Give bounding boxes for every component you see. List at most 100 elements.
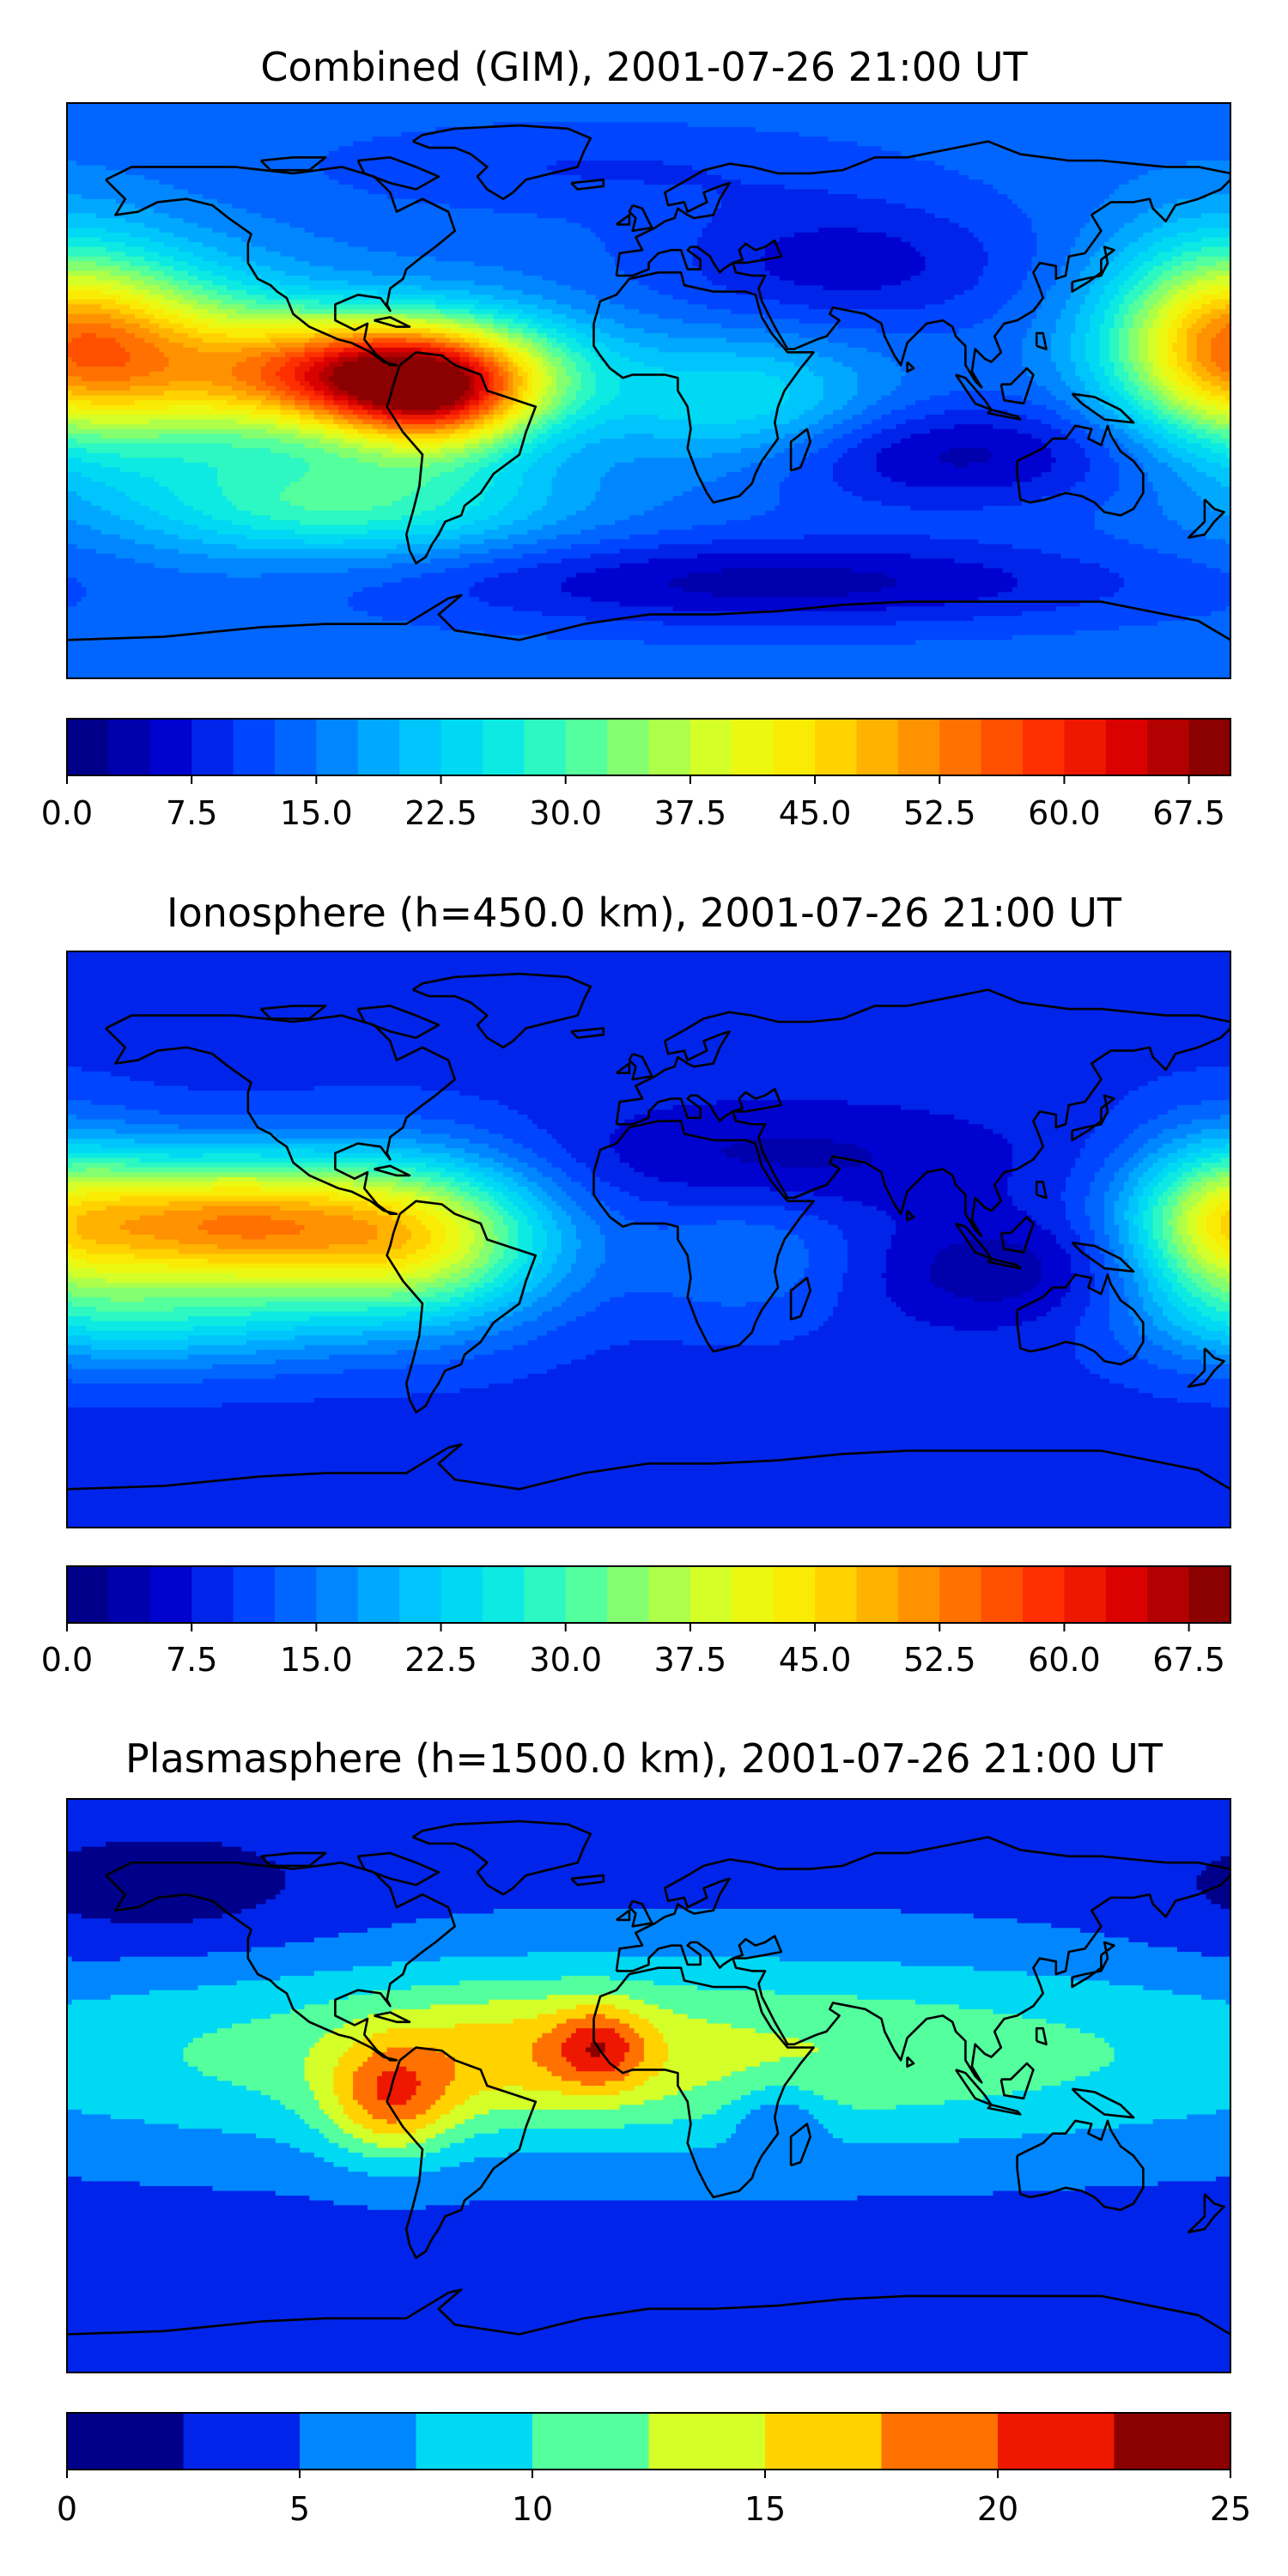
colorbar-tick-label: 52.5 xyxy=(903,794,976,832)
colorbar-tick-label: 52.5 xyxy=(903,1641,976,1679)
coastline xyxy=(999,2062,1035,2100)
chart-plasmasphere: 0 5 10 15 20 25 xyxy=(57,1798,1251,2528)
colorbar-segment xyxy=(1105,1566,1148,1623)
coastline xyxy=(1035,2026,1048,2046)
colorbar-segment xyxy=(1023,1566,1066,1623)
coastline xyxy=(906,361,915,373)
coastline xyxy=(105,1861,456,2062)
coastline xyxy=(789,428,811,472)
colorbar-segment xyxy=(607,1566,650,1623)
coastline xyxy=(356,156,440,191)
coastline xyxy=(789,1276,811,1321)
colorbar-tick-label: 60.0 xyxy=(1028,794,1101,832)
colorbar-tick-label: 7.5 xyxy=(166,1641,217,1679)
colorbar-segment xyxy=(881,2413,999,2470)
colorbar-segment xyxy=(300,2413,417,2470)
colorbar-segment xyxy=(773,1566,816,1623)
colorbar-tick-label: 30.0 xyxy=(529,794,602,832)
coastline xyxy=(374,1164,411,1177)
colorbar-tick-label: 25 xyxy=(1210,2490,1251,2528)
colorbar-tick-label: 22.5 xyxy=(404,794,477,832)
coastline xyxy=(999,1216,1035,1254)
colorbar-segment xyxy=(233,719,276,775)
coastline xyxy=(616,1062,631,1074)
chart-combined: 0.0 7.5 15.0 22.5 30.0 37.5 45.0 52.5 60.0 67.5 xyxy=(41,102,1231,832)
colorbar-tick-label: 37.5 xyxy=(654,794,727,832)
coastline xyxy=(955,1222,993,1261)
coastline xyxy=(987,409,1022,421)
colorbar-segment xyxy=(648,2413,766,2470)
coastline xyxy=(1071,1941,1115,1989)
coastline xyxy=(1016,1273,1145,1366)
map-frame xyxy=(66,951,1231,1528)
colorbar-tick-label: 67.5 xyxy=(1152,1641,1225,1679)
colorbar-segment xyxy=(998,2413,1115,2470)
colorbar-segment xyxy=(815,1566,858,1623)
colorbar-segment xyxy=(149,719,192,775)
coastline xyxy=(616,1909,631,1922)
colorbar-segment xyxy=(815,719,858,775)
coastline xyxy=(789,2123,811,2167)
colorbar-segment xyxy=(274,719,317,775)
colorbar-segment xyxy=(648,1566,691,1623)
coastline xyxy=(955,374,993,411)
coastline xyxy=(1071,1241,1135,1273)
coastline xyxy=(570,1027,605,1039)
colorbar-segment xyxy=(648,719,691,775)
colorbar-segment xyxy=(67,719,109,775)
coastline xyxy=(386,351,538,565)
coastline xyxy=(615,1836,1230,2084)
coastlines xyxy=(67,972,1230,1491)
colorbar-segment xyxy=(1105,719,1148,775)
colorbar: 0.0 7.5 15.0 22.5 30.0 37.5 45.0 52.5 60.0 67.5 xyxy=(41,718,1231,832)
colorbar-segment xyxy=(233,1566,276,1623)
coastline xyxy=(615,140,1230,389)
colorbar: 0 5 10 15 20 25 xyxy=(57,2412,1251,2528)
coastline xyxy=(592,271,815,504)
colorbar-segment xyxy=(416,2413,533,2470)
colorbar-tick-label: 15 xyxy=(744,2490,786,2528)
colorbar-tick-label: 20 xyxy=(977,2490,1018,2528)
colorbar-segment xyxy=(149,1566,192,1623)
colorbar-segment xyxy=(1188,1566,1231,1623)
colorbar-segment xyxy=(316,719,359,775)
colorbar-segment xyxy=(1064,1566,1107,1623)
coastline xyxy=(1071,1094,1115,1142)
colorbar-tick-label: 15.0 xyxy=(280,794,353,832)
map-field xyxy=(67,951,1230,1528)
colorbar-segment xyxy=(939,719,982,775)
panel-ionosphere: Ionosphere (h=450.0 km), 2001-07-26 21:0… xyxy=(0,859,1288,1717)
chart-ionosphere: 0.0 7.5 15.0 22.5 30.0 37.5 45.0 52.5 60.0 67.5 xyxy=(41,951,1231,1679)
coastline xyxy=(259,1005,327,1020)
colorbar-segment xyxy=(1147,1566,1190,1623)
colorbar-segment xyxy=(732,1566,775,1623)
coastline xyxy=(955,2069,993,2106)
colorbar-segment xyxy=(765,2413,883,2470)
coastline xyxy=(1187,1347,1225,1388)
colorbar-segment xyxy=(399,1566,442,1623)
coastline xyxy=(999,367,1035,405)
colorbar: 0.0 7.5 15.0 22.5 30.0 37.5 45.0 52.5 60.0 67.5 xyxy=(41,1565,1231,1679)
colorbar-segment xyxy=(108,719,151,775)
colorbar-segment xyxy=(108,1566,151,1623)
panel-combined: Combined (GIM), 2001-07-26 21:00 UT 0.0 7… xyxy=(0,0,1288,859)
colorbar-segment xyxy=(274,1566,317,1623)
colorbar-segment xyxy=(316,1566,359,1623)
coastline xyxy=(1071,392,1135,424)
coastline xyxy=(1016,424,1145,517)
colorbar-segment xyxy=(482,1566,525,1623)
colorbar-segment xyxy=(897,719,940,775)
colorbar-segment xyxy=(357,1566,400,1623)
coastline xyxy=(67,593,1230,641)
colorbar-segment xyxy=(1188,719,1231,775)
colorbar-segment xyxy=(690,1566,732,1623)
coastline xyxy=(67,1443,1230,1491)
coastline xyxy=(374,2011,411,2024)
map-frame xyxy=(66,102,1231,679)
colorbar-segment xyxy=(981,719,1024,775)
coastline xyxy=(616,214,631,226)
colorbar-segment xyxy=(1147,719,1190,775)
colorbar-segment xyxy=(897,1566,940,1623)
colorbar-segment xyxy=(191,1566,234,1623)
colorbar-tick-label: 5 xyxy=(289,2490,310,2528)
